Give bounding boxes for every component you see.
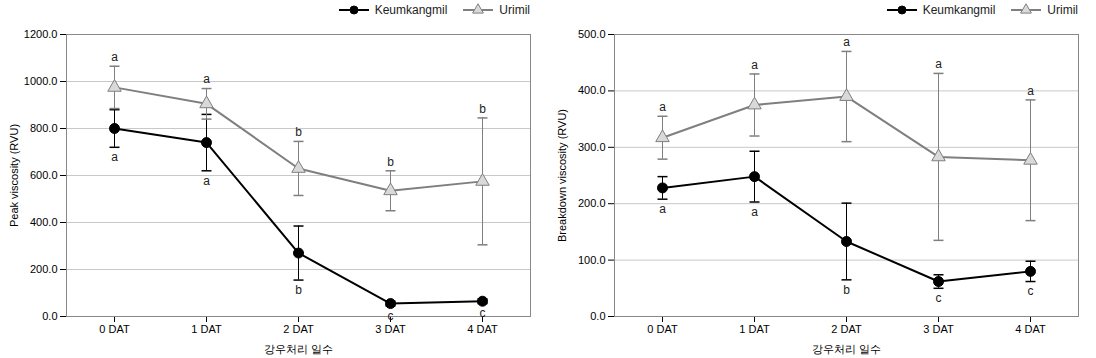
svg-text:800.0: 800.0 — [30, 122, 58, 134]
svg-text:600.0: 600.0 — [30, 169, 58, 181]
svg-text:a: a — [751, 58, 758, 72]
svg-text:1 DAT: 1 DAT — [191, 323, 222, 335]
svg-text:a: a — [659, 100, 666, 114]
svg-text:b: b — [843, 283, 850, 297]
svg-text:Peak viscosity (RVU): Peak viscosity (RVU) — [8, 124, 20, 227]
svg-text:b: b — [295, 125, 302, 139]
svg-text:200.0: 200.0 — [30, 263, 58, 275]
svg-text:Breakdown viscosity (RVU): Breakdown viscosity (RVU) — [556, 109, 568, 242]
svg-text:a: a — [935, 57, 942, 71]
svg-text:c: c — [1028, 284, 1034, 298]
svg-text:0 DAT: 0 DAT — [99, 323, 130, 335]
svg-text:200.0: 200.0 — [578, 197, 606, 209]
svg-text:3 DAT: 3 DAT — [923, 323, 954, 335]
html-text:Urimil: Urimil — [499, 3, 530, 17]
svg-text:1000.0: 1000.0 — [24, 75, 58, 87]
svg-text:a: a — [751, 205, 758, 219]
svg-text:a: a — [203, 72, 210, 86]
svg-text:a: a — [111, 50, 118, 64]
svg-text:500.0: 500.0 — [578, 28, 606, 40]
svg-text:300.0: 300.0 — [578, 141, 606, 153]
svg-text:a: a — [203, 174, 210, 188]
html-text:Urimil: Urimil — [1047, 3, 1078, 17]
svg-text:c: c — [388, 309, 394, 323]
svg-text:a: a — [659, 202, 666, 216]
svg-text:a: a — [843, 35, 850, 49]
svg-text:100.0: 100.0 — [578, 254, 606, 266]
svg-text:3 DAT: 3 DAT — [375, 323, 406, 335]
svg-text:강우처리 일수: 강우처리 일수 — [812, 343, 881, 355]
svg-text:0 DAT: 0 DAT — [647, 323, 678, 335]
svg-text:4 DAT: 4 DAT — [1015, 323, 1046, 335]
svg-text:2 DAT: 2 DAT — [831, 323, 862, 335]
svg-text:2 DAT: 2 DAT — [283, 323, 314, 335]
svg-text:c: c — [936, 291, 942, 305]
svg-text:1200.0: 1200.0 — [24, 28, 58, 40]
svg-text:400.0: 400.0 — [30, 216, 58, 228]
svg-text:a: a — [1027, 84, 1034, 98]
html-text:Keumkangmil: Keumkangmil — [922, 3, 996, 17]
svg-text:1 DAT: 1 DAT — [739, 323, 770, 335]
svg-text:a: a — [111, 150, 118, 164]
svg-text:b: b — [479, 102, 486, 116]
svg-text:c: c — [480, 306, 486, 320]
html-text:Keumkangmil: Keumkangmil — [374, 3, 448, 17]
svg-text:0.0: 0.0 — [590, 310, 605, 322]
svg-text:4 DAT: 4 DAT — [467, 323, 498, 335]
svg-text:b: b — [387, 155, 394, 169]
svg-text:0.0: 0.0 — [42, 310, 57, 322]
svg-text:400.0: 400.0 — [578, 84, 606, 96]
svg-text:강우처리 일수: 강우처리 일수 — [264, 343, 333, 355]
svg-text:b: b — [295, 283, 302, 297]
